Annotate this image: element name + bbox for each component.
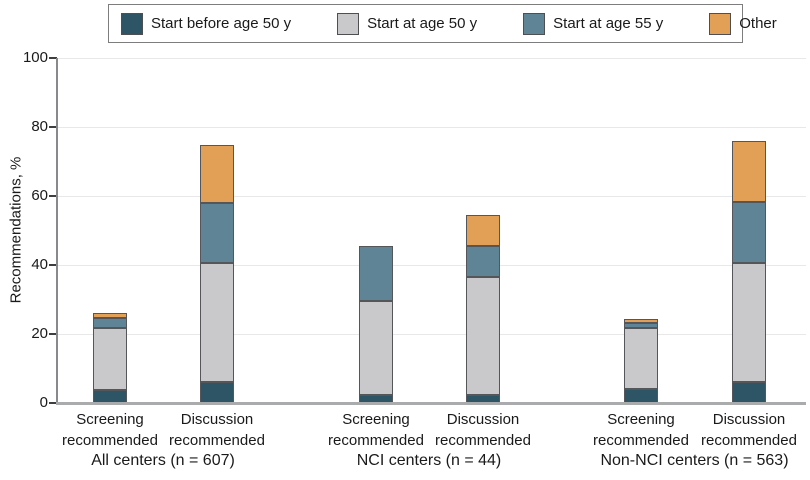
y-axis-tick (49, 195, 57, 197)
bar-segment (624, 389, 658, 403)
gridline (57, 195, 806, 197)
legend-item-label: Other (739, 15, 777, 32)
bar-category-label-line: Discussion (446, 411, 520, 428)
bar-category-label: Screening recommended (40, 409, 180, 451)
bar-segment (732, 140, 766, 202)
bar-category-label-line: Screening (607, 411, 675, 428)
legend-item-label: Start at age 55 y (553, 15, 664, 32)
legend-item: Start at age 55 y (523, 12, 664, 35)
legend-swatch-icon (523, 12, 546, 35)
bar-category-label-line: Discussion (712, 411, 786, 428)
bar-segment (359, 246, 393, 301)
legend-swatch-icon (121, 12, 143, 35)
group-label: Non-NCI centers (n = 563) (600, 452, 789, 469)
chart-legend: Start before age 50 y Start at age 50 y St… (108, 4, 777, 43)
bar-category-label-line: recommended (169, 432, 265, 449)
bar-segment (624, 318, 658, 323)
bar-segment (624, 322, 658, 328)
gridline (57, 126, 806, 128)
y-axis-tick (49, 264, 57, 266)
x-axis-line (56, 402, 806, 405)
bar-category-label: Discussion recommended (147, 409, 287, 451)
bar-category-label-line: recommended (62, 432, 158, 449)
y-tick-label: 40 (31, 256, 48, 273)
bar-category-label-line: recommended (435, 432, 531, 449)
y-axis-title: Recommendations, % (7, 156, 25, 304)
legend-item: Start before age 50 y (121, 12, 292, 35)
bar-segment (624, 327, 658, 390)
bar-segment (732, 263, 766, 382)
group-label: All centers (n = 607) (91, 452, 235, 469)
bar-category-label-line: Screening (76, 411, 144, 428)
legend-swatch-icon (337, 12, 360, 35)
gridline (57, 333, 806, 335)
bar-category-label: Screening recommended (306, 409, 446, 451)
y-tick-label: 0 (39, 394, 48, 411)
legend-item: Other (709, 12, 777, 35)
y-axis-tick (49, 57, 57, 59)
bar-segment (93, 317, 127, 328)
y-axis-tick (49, 333, 57, 335)
legend-swatch-icon (709, 12, 732, 35)
bar-category-label: Screening recommended (571, 409, 711, 451)
legend-item-label: Start before age 50 y (151, 15, 292, 32)
bar-segment (200, 381, 234, 403)
bar-category-label: Discussion recommended (413, 409, 553, 451)
y-tick-label: 60 (31, 187, 48, 204)
bar-segment (200, 144, 234, 203)
y-axis-tick (49, 402, 57, 404)
bar-segment (359, 300, 393, 396)
bar-category-label-line: Screening (342, 411, 410, 428)
bar-segment (732, 381, 766, 403)
legend-item: Start at age 50 y (337, 12, 478, 35)
bar-category-label: Discussion recommended (679, 409, 810, 451)
gridline (57, 57, 806, 59)
bar-segment (93, 327, 127, 390)
bar-category-label-line: recommended (593, 432, 689, 449)
bar-segment (200, 202, 234, 263)
y-tick-label: 80 (31, 118, 48, 135)
bar-segment (200, 262, 234, 382)
gridline (57, 264, 806, 266)
bar-category-label-line: recommended (701, 432, 797, 449)
bar-segment (466, 277, 500, 396)
bar-category-label-line: Discussion (180, 411, 254, 428)
y-axis-tick (49, 126, 57, 128)
bar-segment (466, 246, 500, 278)
legend-item-label: Start at age 50 y (367, 15, 478, 32)
bar-segment (93, 312, 127, 318)
group-label: NCI centers (n = 44) (356, 452, 502, 469)
bar-category-label-line: recommended (328, 432, 424, 449)
y-tick-label: 20 (31, 325, 48, 342)
bar-segment (466, 214, 500, 247)
bar-segment (732, 201, 766, 264)
y-axis-line (56, 58, 58, 403)
y-tick-label: 100 (22, 49, 48, 66)
